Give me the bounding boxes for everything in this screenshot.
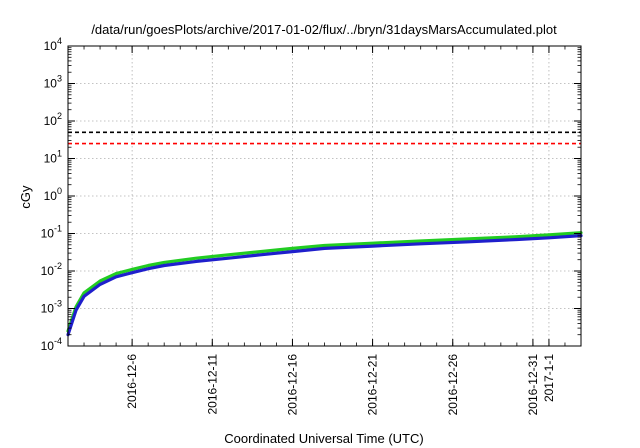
x-tick-label: 2016-12-31: [526, 354, 540, 416]
x-tick-label: 2016-12-11: [205, 354, 219, 415]
y-tick-label: 101: [44, 149, 62, 166]
y-tick-label: 103: [44, 74, 62, 91]
x-tick-label: 2016-12-16: [285, 354, 299, 416]
series-lines: [66, 231, 583, 337]
x-tick-label: 2016-12-21: [366, 354, 380, 416]
x-tick-label: 2017-1-1: [542, 354, 556, 402]
y-tick-label: 100: [44, 186, 62, 203]
series-line-2: [66, 234, 583, 337]
y-tick-label: 10-2: [41, 261, 62, 278]
y-tick-label: 104: [44, 36, 62, 53]
grid-lines: [68, 46, 581, 346]
x-tick-label: 2016-12-6: [125, 354, 139, 409]
series-line-1: [66, 231, 583, 333]
axis-ticks: 10-4 10-3 10-2 10-1 100 101 102 103 104 2016-12-6…: [41, 36, 582, 416]
y-tick-label: 10-3: [41, 299, 62, 316]
y-tick-label: 10-1: [41, 224, 62, 241]
chart-title: /data/run/goesPlots/archive/2017-01-02/f…: [91, 22, 557, 37]
y-tick-label: 10-4: [41, 336, 62, 353]
y-tick-label: 102: [44, 111, 62, 128]
y-axis-title: cGy: [18, 185, 33, 209]
x-tick-label: 2016-12-26: [446, 354, 460, 416]
threshold-lines: [68, 131, 581, 145]
x-axis-title: Coordinated Universal Time (UTC): [224, 431, 423, 446]
